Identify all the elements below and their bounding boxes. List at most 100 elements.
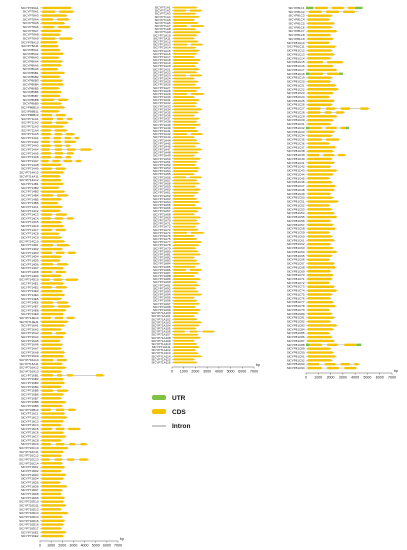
- gene-label: SlCYP78A6: [23, 25, 39, 29]
- cds-block: [173, 18, 195, 21]
- cds-block: [56, 263, 68, 266]
- cds-block: [173, 216, 201, 219]
- axis-tick-label: 5000: [363, 376, 371, 380]
- cds-block: [173, 194, 195, 197]
- cds-block: [41, 129, 52, 132]
- gene-row: SlCYP71A69: [153, 215, 202, 219]
- gene-row: SlCYP716B10: [19, 408, 77, 412]
- cds-block: [41, 14, 67, 17]
- gene-row: SlCYP71A50: [153, 157, 202, 161]
- cds-block: [56, 301, 68, 304]
- gene-row: SlCYP716C12: [19, 454, 63, 458]
- gene-row: SlCYP71A85: [153, 265, 197, 269]
- gene-label: SlCYP71A58: [153, 181, 171, 185]
- gene-row: SlCYP716A3: [21, 331, 67, 335]
- cds-block: [326, 366, 340, 370]
- gene-row: SlCYP81C45: [287, 176, 331, 180]
- gene-label: SlCYP71A44: [153, 138, 171, 142]
- gene-row: SlCYP81C73: [287, 285, 336, 289]
- cds-block: [41, 144, 52, 147]
- gene-label: SlCYP71A7: [155, 24, 171, 28]
- cds-block: [41, 148, 51, 151]
- gene-label: SlCYP81C37: [287, 145, 305, 149]
- gene-row: SlCYP716C1: [21, 412, 66, 416]
- cds-block: [41, 527, 62, 530]
- gene-row: SlCYP716D16: [19, 523, 65, 527]
- gene-label: SlCYP81C58: [287, 227, 305, 231]
- gene-row: SlCYP86B12: [21, 113, 67, 117]
- gene-row: SlCYP71A109: [151, 339, 196, 343]
- gene-row: SlCYP714C2: [21, 209, 62, 213]
- gene-label: SlCYP71A100: [151, 311, 171, 315]
- cds-block: [41, 37, 56, 40]
- gene-label: SlCYP81C39: [287, 153, 305, 157]
- cds-block: [56, 244, 69, 247]
- gene-label: SlCYP78A9: [23, 37, 39, 41]
- gene-label: SlCYP81C87: [287, 339, 305, 343]
- cds-block: [307, 80, 331, 83]
- gene-row: SlCYP716B5: [21, 389, 69, 393]
- gene-row: SlCYP71A91: [153, 283, 201, 287]
- gene-label: SlCYP716B7: [21, 396, 39, 400]
- cds-block: [54, 217, 64, 220]
- gene-label: SlCYP714A11: [20, 174, 39, 178]
- cds-block: [41, 155, 52, 159]
- gene-label: SlCYP716C5: [21, 427, 39, 431]
- cds-block: [54, 152, 64, 155]
- cds-block: [173, 49, 199, 52]
- gene-label: SlCYP714D7: [21, 266, 39, 270]
- cds-block: [307, 215, 337, 219]
- cds-block: [307, 95, 330, 99]
- gene-label: SlCYP716D17: [19, 526, 39, 530]
- gene-label: SlCYP71A43: [153, 135, 171, 139]
- cds-block: [307, 254, 332, 257]
- gene-label: SlCYP81C78: [287, 304, 305, 308]
- gene-label: SlCYP81C44: [287, 172, 305, 176]
- cds-block: [173, 9, 187, 12]
- gene-row: SlCYP714D6: [21, 262, 69, 266]
- cds-block: [42, 136, 51, 140]
- cds-block: [307, 60, 324, 64]
- cds-block: [41, 496, 65, 499]
- cds-block: [173, 117, 199, 120]
- gene-label: SlCYP81C47: [287, 184, 305, 188]
- gene-label: SlCYP81C82: [287, 320, 305, 324]
- gene-label: SlCYP716C1: [21, 412, 39, 416]
- axis-tick-label: 1000: [47, 544, 55, 548]
- gene-label: SlCYP711A5: [21, 132, 39, 136]
- gene-label: SlCYP71A103: [151, 320, 171, 324]
- cds-block: [41, 477, 64, 480]
- gene-label: SlCYP81C24: [287, 95, 305, 99]
- cds-block: [57, 98, 68, 101]
- gene-row: SlCYP71A40: [153, 126, 197, 130]
- gene-row: SlCYP714D10: [19, 278, 79, 282]
- gene-label: SlCYP714E6: [21, 301, 39, 305]
- gene-row: SlCYP714E3: [21, 289, 64, 293]
- cds-block: [173, 130, 198, 132]
- gene-label: SlCYP81C61: [287, 238, 305, 242]
- gene-row: SlCYP716D7: [21, 488, 64, 492]
- gene-row: SlCYP71A99: [153, 308, 202, 312]
- gene-label: SlCYP71A109: [151, 339, 171, 343]
- gene-label: SlCYP81C67: [287, 262, 305, 266]
- gene-row: SlCYP81C28: [287, 110, 346, 114]
- cds-block: [360, 107, 369, 110]
- cds-block: [173, 210, 198, 213]
- cds-block: [56, 18, 69, 21]
- gene-row: SlCYP78A1: [23, 10, 75, 14]
- axis-tick-label: 6000: [103, 544, 111, 548]
- gene-row: SlCYP716A4: [21, 335, 65, 339]
- axis-tick-label: 2000: [58, 544, 66, 548]
- gene-label: SlCYP71A107: [151, 333, 171, 337]
- cds-block: [173, 312, 198, 315]
- cds-block: [307, 227, 336, 230]
- gene-label: SlCYP716B5: [21, 389, 39, 393]
- gene-label: SlCYP71A93: [153, 289, 171, 293]
- axis-tick-label: 3000: [69, 544, 77, 548]
- cds-block: [340, 107, 351, 110]
- cds-block: [173, 80, 198, 83]
- gene-label: SlCYP71A101: [151, 314, 171, 318]
- gene-row: SlCYP71A71: [153, 222, 201, 226]
- gene-label: SlCYP714D4: [21, 255, 39, 259]
- gene-row: SlCYP71A35: [153, 110, 199, 114]
